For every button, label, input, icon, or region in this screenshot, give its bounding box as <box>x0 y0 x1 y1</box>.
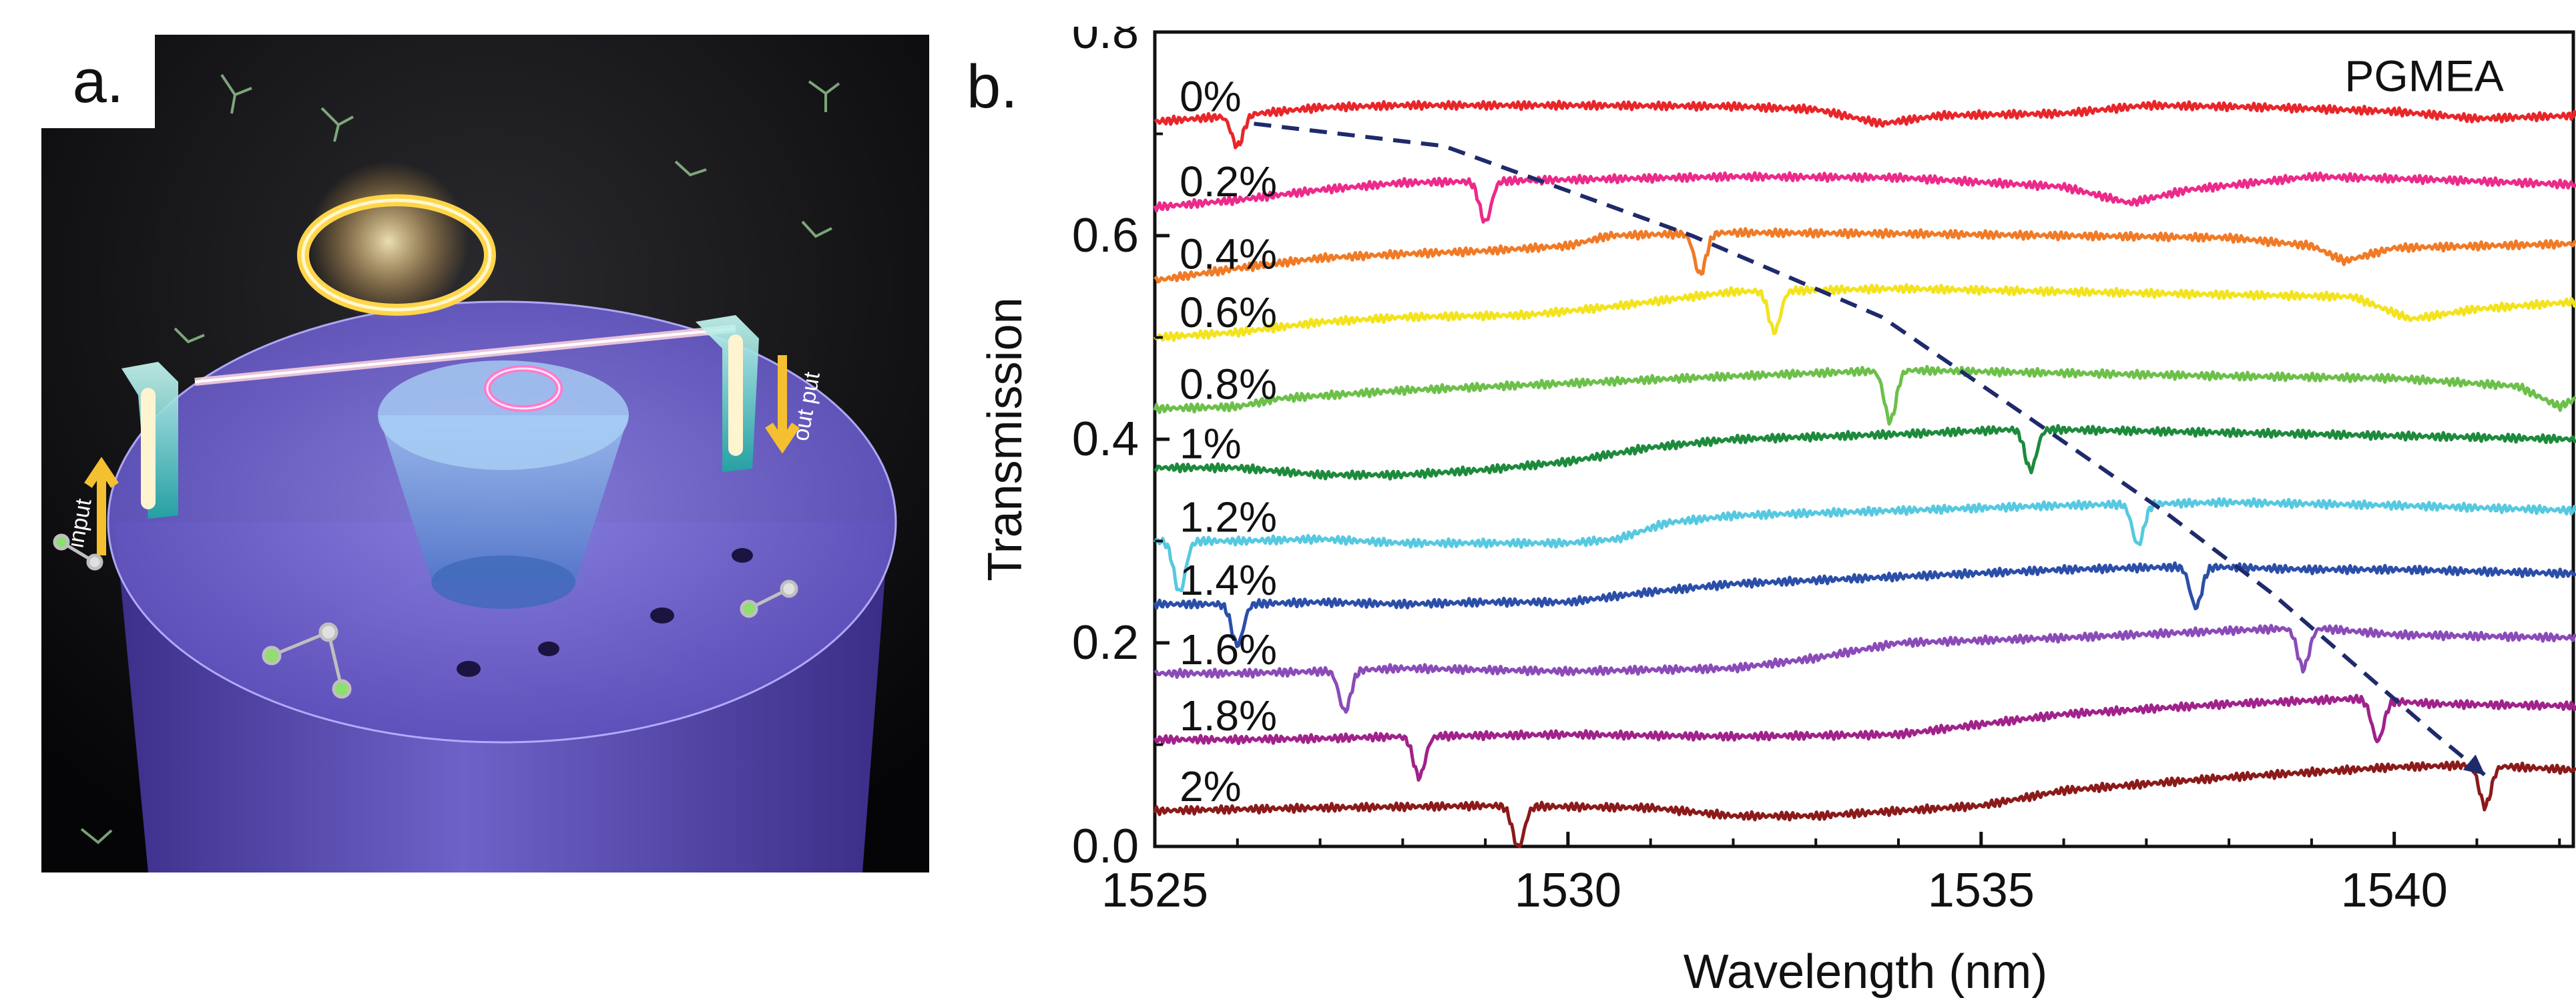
trend-arrowhead <box>2463 754 2485 776</box>
series-line-1 <box>1153 171 2576 224</box>
series-label-3: 0.6% <box>1180 288 1277 336</box>
transmission-chart: 0% 0.2% 0.4% 0.6% 0.8% 1% 1.2% 1.4% 1.6% 1.8% 2% 1… <box>955 27 2576 1006</box>
device-illustration: input out put <box>41 35 929 872</box>
panel-b-label: b. <box>967 53 1018 121</box>
series-label-10: 2% <box>1180 762 1242 810</box>
series-label-2: 0.4% <box>1180 230 1277 278</box>
x-tick-label-3: 1540 <box>2341 864 2448 917</box>
series-line-7 <box>1153 561 2576 648</box>
plot-frame <box>1153 30 2575 848</box>
y-tick-label-4: 0.8 <box>1072 27 1139 59</box>
y-tick-label-2: 0.4 <box>1072 413 1139 466</box>
solvent-annotation: PGMEA <box>2344 51 2503 100</box>
x-axis-label: Wavelength (nm) <box>1684 945 2048 999</box>
series-line-9 <box>1153 694 2576 782</box>
panel-a-label: a. <box>41 35 155 128</box>
y-tick-label-0: 0.0 <box>1072 820 1139 873</box>
series-label-6: 1.2% <box>1180 493 1277 541</box>
series-label-1: 0.2% <box>1180 158 1277 206</box>
x-tick-label-2: 1535 <box>1928 864 2035 917</box>
series-label-4: 0.8% <box>1180 360 1277 409</box>
series-label-9: 1.8% <box>1180 692 1277 740</box>
y-tick-label-3: 0.6 <box>1072 209 1139 262</box>
y-axis-label: Transmission <box>979 297 1032 581</box>
series-line-5 <box>1153 424 2576 481</box>
series-line-4 <box>1153 364 2576 426</box>
resonance-trend-line <box>1254 121 2487 777</box>
microring-sensor-illustration: input out put <box>41 35 929 872</box>
transmission-plot: 0% 0.2% 0.4% 0.6% 0.8% 1% 1.2% 1.4% 1.6% 1.8% 2% 1… <box>979 27 2576 999</box>
series-label-0: 0% <box>1180 72 1242 120</box>
series-line-8 <box>1153 623 2576 714</box>
series-label-5: 1% <box>1180 420 1242 468</box>
series-line-3 <box>1153 283 2576 342</box>
series-label-8: 1.6% <box>1180 625 1277 674</box>
y-tick-label-1: 0.2 <box>1072 616 1139 670</box>
series-label-7: 1.4% <box>1180 556 1277 604</box>
series-line-0 <box>1153 99 2576 150</box>
series-line-6 <box>1153 497 2576 593</box>
x-tick-label-1: 1530 <box>1515 864 1621 917</box>
series-line-10 <box>1153 760 2576 848</box>
x-tick-label-0: 1525 <box>1101 864 1208 917</box>
series-line-2 <box>1153 227 2576 284</box>
